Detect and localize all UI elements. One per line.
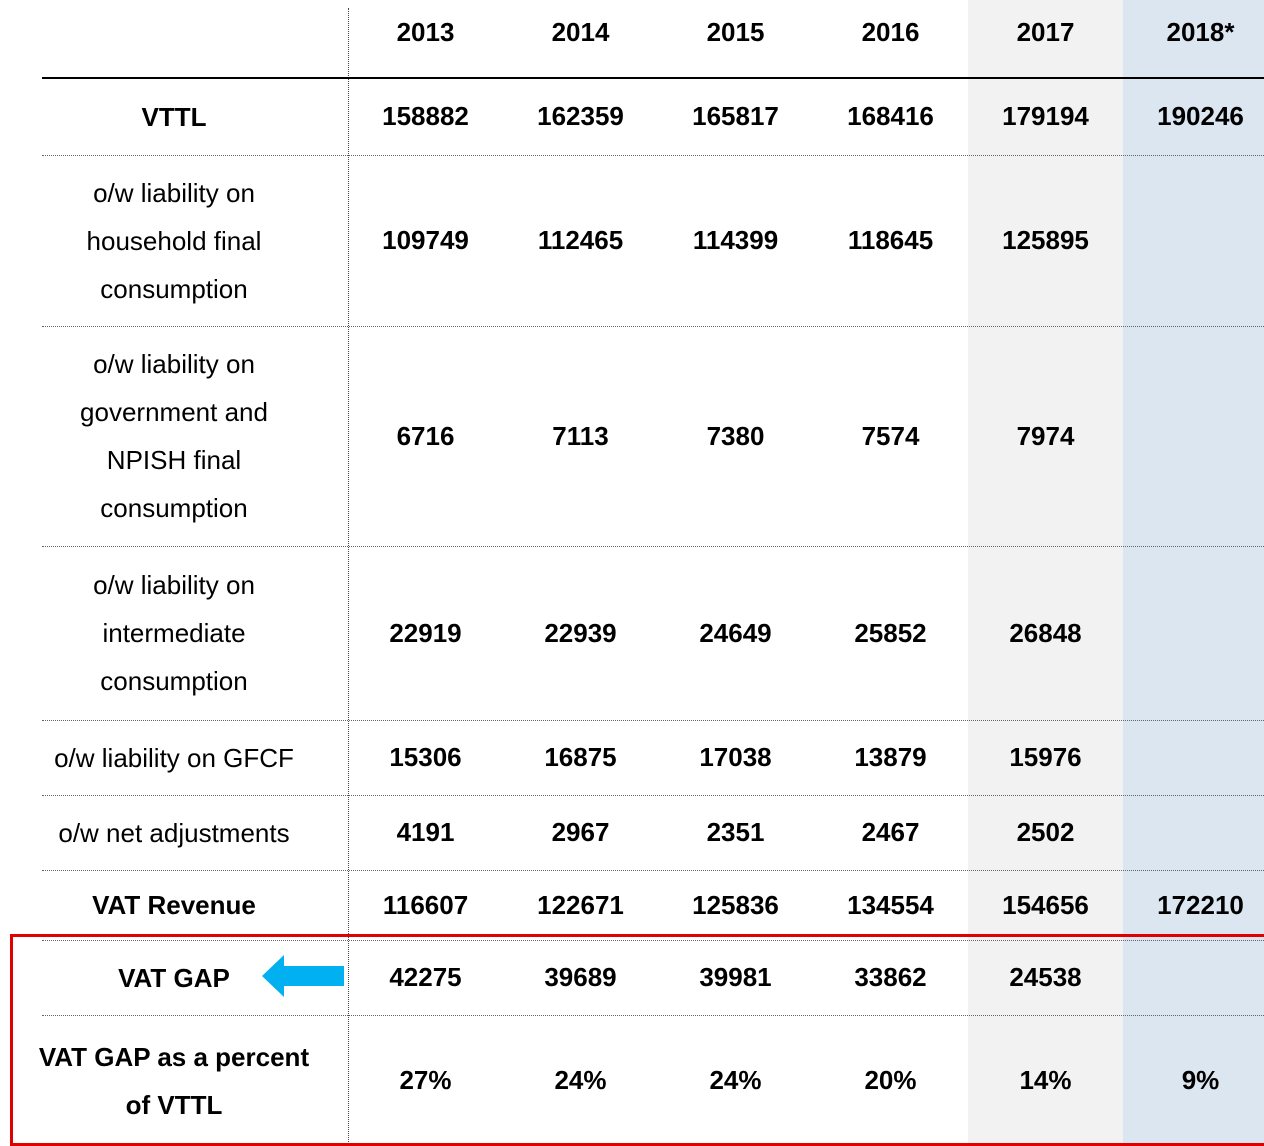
label-line: intermediate: [102, 618, 246, 648]
row-divider: [42, 870, 1264, 871]
row-label: VTTL: [0, 78, 348, 155]
value-cell: 26848: [1009, 617, 1082, 648]
value-cell: 27%: [399, 1065, 452, 1095]
value-cell: 125836: [692, 889, 779, 920]
label-line: consumption: [100, 666, 248, 696]
row-label: VAT GAP: [0, 940, 348, 1015]
label-line: NPISH final: [106, 445, 242, 475]
value-cell: 158882: [382, 101, 469, 131]
value-cell: 7974: [1016, 420, 1075, 451]
header-rule: [42, 77, 1264, 79]
column-header: 2014: [551, 16, 610, 47]
value-cell: 33862: [854, 962, 927, 992]
column-header: 2015: [706, 16, 765, 47]
label-line: VTTL: [141, 101, 207, 132]
row-label: o/w liability on government and NPISH fina…: [0, 326, 348, 546]
row-divider: [42, 720, 1264, 721]
label-line: consumption: [100, 273, 248, 304]
value-cell: 2502: [1016, 817, 1075, 847]
value-cell: 172210: [1157, 889, 1244, 920]
value-cell: 122671: [537, 889, 624, 920]
col-2017-bg: [968, 0, 1123, 1146]
value-cell: 134554: [847, 889, 934, 920]
label-line: of VTTL: [125, 1089, 223, 1120]
label-line: government and: [80, 397, 268, 427]
value-cell: 7113: [552, 420, 609, 451]
value-cell: 16875: [544, 742, 617, 772]
label-line: o/w net adjustments: [58, 817, 290, 848]
row-divider: [42, 1015, 1264, 1016]
value-cell: 15306: [389, 742, 462, 772]
label-line: o/w liability on: [93, 570, 255, 600]
value-cell: 2967: [551, 817, 610, 847]
row-divider: [42, 795, 1264, 796]
row-label: o/w liability on GFCF: [0, 720, 348, 795]
value-cell: 25852: [854, 617, 927, 648]
label-line: household final: [86, 225, 262, 256]
label-line: VAT GAP as a percent: [38, 1041, 310, 1072]
value-cell: 39689: [544, 962, 617, 992]
value-cell: 13879: [854, 742, 927, 772]
col-2018-bg: [1123, 0, 1264, 1146]
value-cell: 162359: [537, 101, 624, 131]
value-cell: 7574: [861, 420, 920, 451]
column-header: 2013: [396, 16, 455, 47]
highlight-box: [10, 934, 1264, 1146]
row-label: VAT Revenue: [0, 870, 348, 940]
value-cell: 116607: [382, 889, 469, 920]
value-cell: 165817: [692, 101, 779, 131]
label-line: VAT Revenue: [92, 890, 256, 920]
value-cell: 154656: [1002, 889, 1089, 920]
row-divider: [42, 546, 1264, 547]
value-cell: 4191: [396, 817, 455, 847]
value-cell: 22919: [389, 617, 462, 648]
row-label: o/w liability on household final consumpti…: [0, 155, 348, 326]
row-label: VAT GAP as a percent of VTTL: [0, 1015, 348, 1146]
value-cell: 125895: [1002, 225, 1089, 255]
value-cell: 17038: [699, 742, 772, 772]
value-cell: 39981: [699, 962, 772, 992]
value-cell: 109749: [382, 225, 469, 255]
row-divider: [42, 155, 1264, 156]
value-cell: 42275: [389, 962, 462, 992]
column-header: 2018*: [1166, 16, 1235, 47]
row-divider: [42, 940, 1264, 941]
value-cell: 9%: [1181, 1065, 1220, 1095]
label-line: VAT GAP: [118, 962, 230, 993]
column-header: 2017: [1016, 16, 1075, 47]
arrow-shape: [262, 955, 344, 997]
label-line: o/w liability on: [93, 349, 255, 379]
value-cell: 2351: [706, 817, 765, 847]
value-cell: 15976: [1009, 742, 1082, 772]
row-label: o/w liability on intermediate consumption: [0, 546, 348, 720]
value-cell: 24649: [699, 617, 772, 648]
value-cell: 168416: [847, 101, 934, 131]
value-cell: 7380: [706, 420, 765, 451]
value-cell: 112465: [537, 225, 624, 255]
label-divider: [348, 8, 349, 1146]
value-cell: 24%: [554, 1065, 607, 1095]
label-line: o/w liability on: [93, 177, 255, 208]
arrow: [262, 955, 344, 997]
value-cell: 190246: [1157, 101, 1244, 131]
value-cell: 24538: [1009, 962, 1082, 992]
value-cell: 20%: [864, 1065, 917, 1095]
value-cell: 22939: [544, 617, 617, 648]
value-cell: 6716: [396, 420, 455, 451]
value-cell: 14%: [1019, 1065, 1072, 1095]
label-line: o/w liability on GFCF: [54, 742, 294, 773]
value-cell: 118645: [847, 225, 934, 255]
value-cell: 24%: [709, 1065, 762, 1095]
label-line: consumption: [100, 493, 248, 523]
value-cell: 179194: [1002, 101, 1089, 131]
column-header: 2016: [861, 16, 920, 47]
row-divider: [42, 326, 1264, 327]
row-label: o/w net adjustments: [0, 795, 348, 870]
value-cell: 2467: [861, 817, 920, 847]
value-cell: 114399: [692, 225, 779, 255]
